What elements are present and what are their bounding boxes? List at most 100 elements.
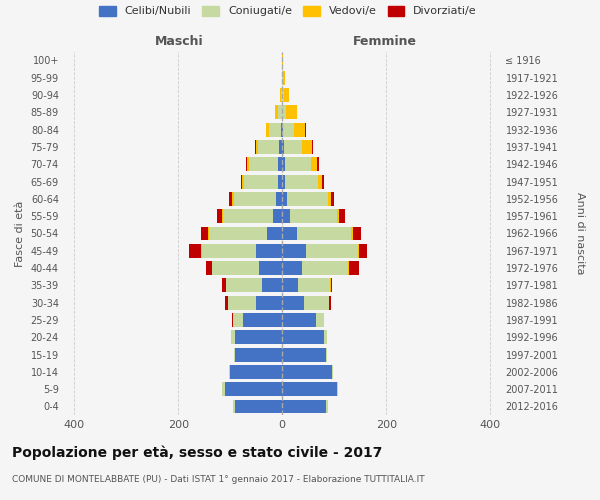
Bar <box>305 123 306 136</box>
Bar <box>293 123 305 136</box>
Bar <box>256 140 258 154</box>
Bar <box>331 192 334 206</box>
Bar <box>269 123 281 136</box>
Bar <box>235 192 276 206</box>
Bar <box>322 174 324 188</box>
Bar <box>324 330 327 344</box>
Bar <box>258 140 279 154</box>
Bar <box>282 158 285 171</box>
Bar <box>317 174 322 188</box>
Bar <box>217 210 222 223</box>
Bar <box>339 210 345 223</box>
Bar <box>326 348 328 362</box>
Bar <box>244 174 278 188</box>
Bar <box>284 88 289 102</box>
Bar <box>232 313 233 327</box>
Bar <box>225 382 282 396</box>
Bar <box>222 278 226 292</box>
Bar <box>189 244 200 258</box>
Bar <box>278 158 282 171</box>
Bar <box>233 313 243 327</box>
Bar <box>282 192 287 206</box>
Bar <box>282 382 337 396</box>
Bar <box>250 158 278 171</box>
Bar <box>282 174 286 188</box>
Bar <box>282 106 286 120</box>
Bar <box>223 382 225 396</box>
Bar <box>225 296 227 310</box>
Bar <box>348 261 349 275</box>
Bar <box>353 226 361 240</box>
Bar <box>232 192 235 206</box>
Text: Femmine: Femmine <box>353 35 417 48</box>
Bar <box>311 158 317 171</box>
Bar <box>358 244 359 258</box>
Bar <box>200 244 202 258</box>
Bar <box>326 400 328 413</box>
Bar <box>302 140 312 154</box>
Bar <box>285 158 311 171</box>
Bar <box>282 313 316 327</box>
Bar <box>275 106 278 120</box>
Bar <box>266 226 282 240</box>
Bar <box>290 210 337 223</box>
Bar <box>206 261 212 275</box>
Bar <box>282 210 290 223</box>
Bar <box>282 226 297 240</box>
Bar <box>223 210 273 223</box>
Bar <box>235 348 282 362</box>
Bar <box>337 382 338 396</box>
Bar <box>282 244 305 258</box>
Bar <box>328 192 331 206</box>
Bar <box>282 88 284 102</box>
Bar <box>266 123 269 136</box>
Bar <box>200 226 208 240</box>
Bar <box>281 123 282 136</box>
Bar <box>337 210 339 223</box>
Bar <box>242 174 244 188</box>
Y-axis label: Anni di nascita: Anni di nascita <box>575 192 585 274</box>
Bar <box>282 261 302 275</box>
Bar <box>262 278 282 292</box>
Bar <box>282 54 283 68</box>
Bar <box>222 210 223 223</box>
Bar <box>282 365 332 379</box>
Bar <box>286 106 297 120</box>
Bar <box>279 140 282 154</box>
Bar <box>283 123 293 136</box>
Bar <box>209 226 266 240</box>
Text: Maschi: Maschi <box>155 35 204 48</box>
Bar <box>235 400 282 413</box>
Bar <box>278 174 282 188</box>
Bar <box>241 174 242 188</box>
Bar <box>359 244 367 258</box>
Bar <box>233 400 235 413</box>
Bar <box>286 174 317 188</box>
Bar <box>230 365 282 379</box>
Bar <box>254 140 256 154</box>
Bar <box>316 313 324 327</box>
Bar <box>304 296 329 310</box>
Bar <box>283 71 286 85</box>
Bar <box>329 296 331 310</box>
Bar <box>282 123 283 136</box>
Bar <box>273 210 282 223</box>
Bar <box>282 400 326 413</box>
Bar <box>282 71 283 85</box>
Bar <box>282 278 298 292</box>
Bar <box>298 278 330 292</box>
Bar <box>227 296 256 310</box>
Bar <box>278 106 282 120</box>
Bar <box>247 158 250 171</box>
Bar <box>231 330 235 344</box>
Y-axis label: Fasce di età: Fasce di età <box>15 200 25 266</box>
Bar <box>317 158 319 171</box>
Bar <box>229 192 232 206</box>
Bar <box>284 140 302 154</box>
Bar <box>256 244 282 258</box>
Bar <box>302 261 348 275</box>
Bar <box>235 330 282 344</box>
Bar <box>282 140 284 154</box>
Bar <box>281 88 282 102</box>
Bar <box>212 261 259 275</box>
